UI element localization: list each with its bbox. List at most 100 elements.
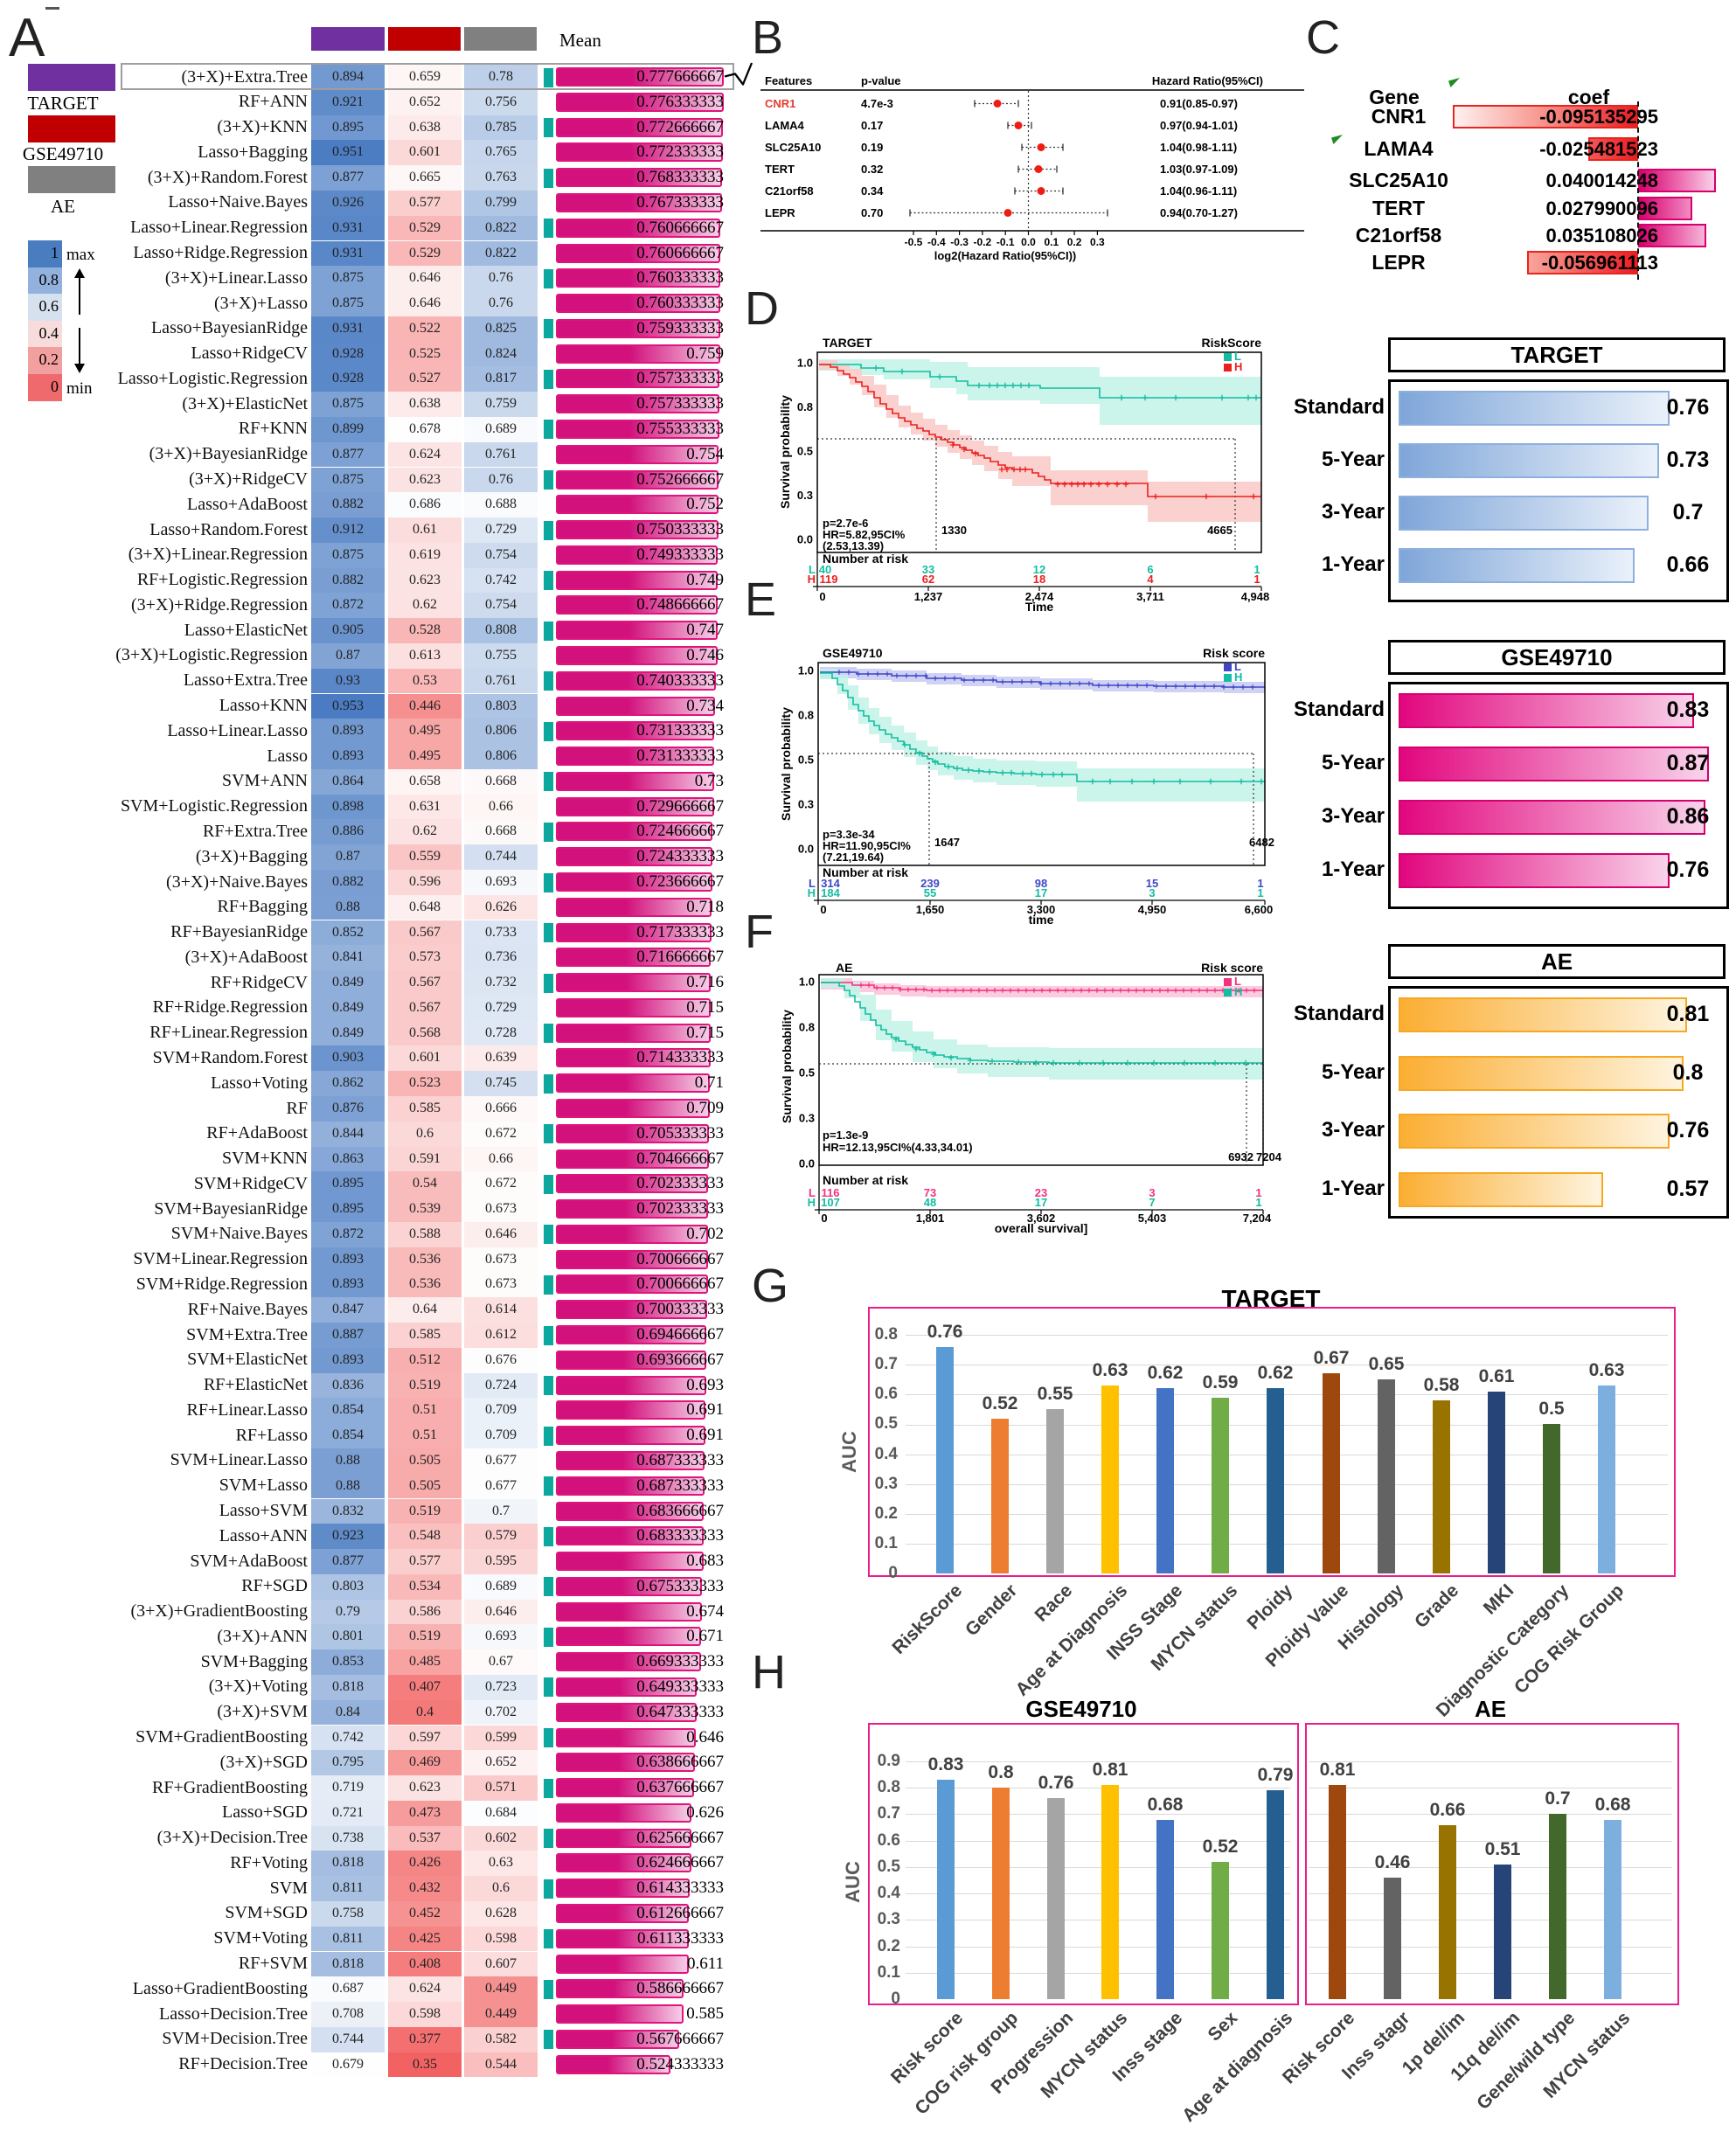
- svg-text:1.0: 1.0: [799, 976, 815, 989]
- svg-text:Number at risk: Number at risk: [823, 552, 908, 566]
- svg-text:3: 3: [1149, 1186, 1155, 1199]
- svg-text:18: 18: [1033, 573, 1045, 586]
- svg-text:4,948: 4,948: [1241, 590, 1270, 603]
- svg-text:184: 184: [821, 886, 840, 899]
- svg-text:1.04(0.98-1.11): 1.04(0.98-1.11): [1160, 141, 1237, 154]
- svg-text:17: 17: [1035, 886, 1047, 899]
- svg-text:1: 1: [1255, 1196, 1261, 1209]
- svg-text:TERT: TERT: [765, 163, 795, 176]
- svg-text:Survival probability: Survival probability: [780, 1010, 794, 1123]
- svg-text:0.8: 0.8: [798, 709, 814, 722]
- svg-text:1,237: 1,237: [914, 590, 943, 603]
- svg-text:HR=5.82,95CI%: HR=5.82,95CI%: [823, 528, 906, 541]
- svg-text:7: 7: [1149, 1196, 1155, 1209]
- svg-text:HR=11.90,95CI%: HR=11.90,95CI%: [823, 839, 911, 852]
- svg-text:-0.5: -0.5: [905, 236, 923, 248]
- svg-text:L: L: [809, 1186, 816, 1199]
- svg-text:LAMA4: LAMA4: [765, 119, 805, 132]
- svg-text:GSE49710: GSE49710: [823, 646, 883, 660]
- svg-text:0.0: 0.0: [1021, 236, 1036, 248]
- svg-text:6482: 6482: [1249, 836, 1274, 849]
- svg-text:0.17: 0.17: [861, 119, 883, 132]
- svg-text:log2(Hazard Ratio(95%CI)): log2(Hazard Ratio(95%CI)): [934, 249, 1077, 262]
- svg-text:62: 62: [922, 573, 934, 586]
- svg-text:0.70: 0.70: [861, 206, 883, 219]
- svg-text:107: 107: [821, 1196, 840, 1209]
- svg-text:6932: 6932: [1228, 1150, 1253, 1163]
- svg-text:0.3: 0.3: [1090, 236, 1105, 248]
- svg-text:116: 116: [822, 1186, 840, 1199]
- svg-text:L: L: [809, 877, 816, 890]
- svg-text:Features: Features: [765, 74, 812, 87]
- svg-text:0.5: 0.5: [798, 754, 814, 767]
- svg-text:(2.53,13.39): (2.53,13.39): [823, 539, 884, 552]
- svg-text:0: 0: [819, 590, 825, 603]
- svg-text:AE: AE: [836, 961, 852, 975]
- svg-text:Risk score: Risk score: [1201, 961, 1263, 975]
- svg-text:L: L: [809, 563, 816, 576]
- svg-text:L: L: [1234, 975, 1241, 988]
- svg-text:0.0: 0.0: [799, 1157, 815, 1170]
- svg-text:98: 98: [1035, 877, 1047, 890]
- svg-text:L: L: [1234, 660, 1241, 673]
- svg-text:(7.21,19.64): (7.21,19.64): [823, 851, 884, 864]
- svg-text:HR=12.13,95CI%(4.33,34.01): HR=12.13,95CI%(4.33,34.01): [823, 1141, 973, 1154]
- svg-text:C21orf58: C21orf58: [765, 184, 814, 198]
- svg-text:Survival probability: Survival probability: [778, 395, 792, 509]
- svg-text:4665: 4665: [1207, 524, 1233, 537]
- svg-text:0.8: 0.8: [797, 400, 813, 413]
- svg-text:0.0: 0.0: [798, 843, 814, 856]
- svg-text:0.97(0.94-1.01): 0.97(0.94-1.01): [1160, 119, 1238, 132]
- svg-text:p-value: p-value: [861, 74, 901, 87]
- svg-text:0.1: 0.1: [1044, 236, 1059, 248]
- svg-text:1.0: 1.0: [797, 357, 813, 370]
- svg-text:0: 0: [821, 1212, 827, 1225]
- svg-text:SLC25A10: SLC25A10: [765, 141, 821, 154]
- svg-text:H: H: [1234, 360, 1242, 373]
- svg-text:119: 119: [820, 573, 838, 586]
- svg-text:0.5: 0.5: [797, 445, 813, 458]
- svg-text:TARGET: TARGET: [823, 336, 872, 350]
- svg-text:1,650: 1,650: [916, 903, 945, 916]
- svg-text:1647: 1647: [934, 836, 960, 849]
- svg-text:0.34: 0.34: [861, 184, 884, 198]
- svg-text:H: H: [1234, 985, 1242, 998]
- svg-text:H: H: [808, 1196, 816, 1209]
- svg-text:0.91(0.85-0.97): 0.91(0.85-0.97): [1160, 97, 1238, 110]
- svg-text:0.19: 0.19: [861, 141, 883, 154]
- svg-text:CNR1: CNR1: [765, 97, 795, 110]
- svg-text:0.2: 0.2: [1067, 236, 1082, 248]
- svg-text:0.0: 0.0: [797, 533, 813, 546]
- svg-text:12: 12: [1033, 563, 1045, 576]
- svg-text:3,711: 3,711: [1136, 590, 1164, 603]
- svg-text:7204: 7204: [1256, 1150, 1282, 1163]
- svg-text:1.0: 1.0: [798, 664, 814, 677]
- svg-text:p=2.7e-6: p=2.7e-6: [823, 517, 868, 530]
- svg-text:2,474: 2,474: [1025, 590, 1054, 603]
- svg-text:p=1.3e-9: p=1.3e-9: [823, 1129, 868, 1142]
- svg-text:314: 314: [821, 877, 840, 890]
- svg-text:48: 48: [924, 1196, 936, 1209]
- svg-text:-0.4: -0.4: [927, 236, 946, 248]
- svg-text:LEPR: LEPR: [765, 206, 795, 219]
- svg-text:1: 1: [1257, 877, 1263, 890]
- svg-text:73: 73: [924, 1186, 936, 1199]
- svg-text:239: 239: [920, 877, 940, 890]
- svg-text:0.5: 0.5: [799, 1066, 815, 1080]
- svg-text:55: 55: [924, 886, 936, 899]
- svg-text:1: 1: [1257, 886, 1263, 899]
- svg-text:40: 40: [819, 563, 831, 576]
- svg-text:6,600: 6,600: [1245, 903, 1274, 916]
- svg-text:0.94(0.70-1.27): 0.94(0.70-1.27): [1160, 206, 1238, 219]
- svg-text:time: time: [1029, 913, 1054, 927]
- svg-text:Number at risk: Number at risk: [823, 1173, 908, 1187]
- svg-text:0: 0: [820, 903, 826, 916]
- svg-text:0.32: 0.32: [861, 163, 883, 176]
- svg-text:-0.3: -0.3: [950, 236, 969, 248]
- svg-text:4: 4: [1147, 573, 1154, 586]
- svg-text:1: 1: [1253, 563, 1260, 576]
- svg-text:-0.2: -0.2: [974, 236, 992, 248]
- svg-text:0.3: 0.3: [799, 1112, 815, 1125]
- svg-text:Risk score: Risk score: [1203, 646, 1265, 660]
- svg-text:p=3.3e-34: p=3.3e-34: [823, 828, 875, 841]
